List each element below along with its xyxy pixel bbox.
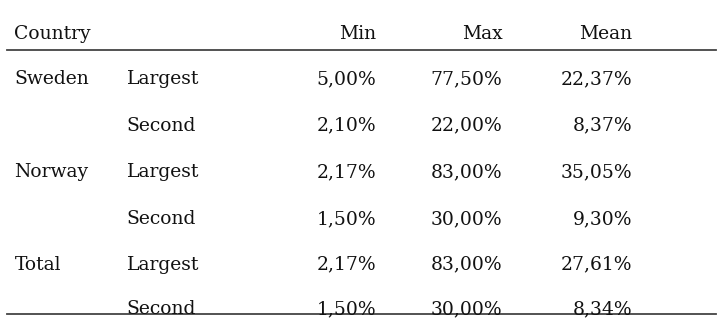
- Text: 2,10%: 2,10%: [317, 117, 376, 135]
- Text: 9,30%: 9,30%: [573, 210, 633, 228]
- Text: Second: Second: [127, 117, 196, 135]
- Text: 1,50%: 1,50%: [317, 300, 376, 318]
- Text: Min: Min: [339, 25, 376, 43]
- Text: 22,37%: 22,37%: [561, 70, 633, 88]
- Text: 5,00%: 5,00%: [316, 70, 376, 88]
- Text: Largest: Largest: [127, 256, 199, 274]
- Text: 83,00%: 83,00%: [431, 256, 502, 274]
- Text: 35,05%: 35,05%: [561, 163, 633, 181]
- Text: Largest: Largest: [127, 163, 199, 181]
- Text: 22,00%: 22,00%: [431, 117, 502, 135]
- Text: 8,34%: 8,34%: [573, 300, 633, 318]
- Text: 27,61%: 27,61%: [561, 256, 633, 274]
- Text: Max: Max: [462, 25, 502, 43]
- Text: Second: Second: [127, 210, 196, 228]
- Text: Sweden: Sweden: [14, 70, 89, 88]
- Text: Total: Total: [14, 256, 61, 274]
- Text: Norway: Norway: [14, 163, 89, 181]
- Text: 30,00%: 30,00%: [431, 210, 502, 228]
- Text: 30,00%: 30,00%: [431, 300, 502, 318]
- Text: Country: Country: [14, 25, 91, 43]
- Text: Mean: Mean: [580, 25, 633, 43]
- Text: 8,37%: 8,37%: [573, 117, 633, 135]
- Text: 83,00%: 83,00%: [431, 163, 502, 181]
- Text: 77,50%: 77,50%: [431, 70, 502, 88]
- Text: 2,17%: 2,17%: [317, 163, 376, 181]
- Text: 2,17%: 2,17%: [317, 256, 376, 274]
- Text: Second: Second: [127, 300, 196, 318]
- Text: Largest: Largest: [127, 70, 199, 88]
- Text: 1,50%: 1,50%: [317, 210, 376, 228]
